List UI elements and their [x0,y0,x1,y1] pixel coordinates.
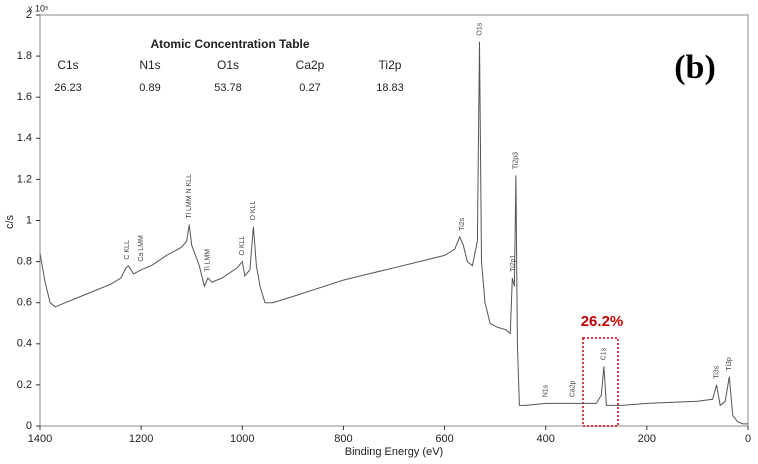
y-axis-label: c/s [4,214,16,229]
table-value: 53.78 [214,82,242,94]
x-axis-label: Binding Energy (eV) [345,446,443,458]
x-tick-label: 1000 [230,433,254,445]
peak-label: O KLL [250,201,257,221]
y-tick-label: 2 [26,9,32,21]
table-header: Ca2p [296,58,325,72]
y-tick-label: 1.2 [17,173,32,185]
plot-frame [39,14,749,427]
spectrum-line [39,41,748,425]
peak-label: C KLL [124,240,131,260]
peak-label: N1s [543,384,550,397]
table-header: Ti2p [379,58,402,72]
table-value: 26.23 [54,82,82,94]
x-tick-label: 1400 [28,433,52,445]
y-tick-label: 1.8 [17,50,32,62]
peak-label: O1s [476,22,483,35]
peak-label: Ca2p [569,380,576,397]
panel-label: (b) [674,49,716,86]
y-tick-label: 0.6 [17,297,32,309]
peak-label: Ti3s [713,365,720,378]
table-value: 0.27 [299,82,320,94]
peak-label: C1s [601,347,608,360]
y-tick-label: 1.4 [17,132,32,144]
x-tick-label: 800 [334,433,352,445]
peak-label: Ca LMM [138,235,145,262]
x-tick-label: 1200 [129,433,153,445]
y-tick-label: 0.4 [17,338,32,350]
peak-label: Ti2p1 [510,255,517,272]
y-tick-label: 0 [26,420,32,432]
peak-label: Ti2p3 [513,152,520,169]
x-tick-label: 400 [537,433,555,445]
table-header: C1s [57,58,78,72]
table-header: N1s [139,58,160,72]
table-value: 18.83 [376,82,404,94]
table-header: O1s [217,58,239,72]
peak-label: Ti LMM N KLL [186,174,193,219]
y-tick-label: 1.6 [17,91,32,103]
y-tick-label: 0.2 [17,379,32,391]
x-tick-label: 600 [435,433,453,445]
y-tick-label: 1 [26,214,32,226]
highlight-label: 26.2% [581,313,624,330]
x-tick-label: 0 [745,433,751,445]
y-multiplier: x 10⁵ [28,3,49,13]
peak-label: Ti2s [459,217,466,230]
y-tick-label: 0.8 [17,256,32,268]
table-value: 0.89 [139,82,160,94]
peak-label: O KLL [239,236,246,256]
x-tick-label: 200 [638,433,656,445]
highlight-box [582,337,619,427]
peak-label: Ti3p [726,357,733,370]
peak-label: Ti LMM [205,249,212,272]
table-title: Atomic Concentration Table [150,37,309,51]
